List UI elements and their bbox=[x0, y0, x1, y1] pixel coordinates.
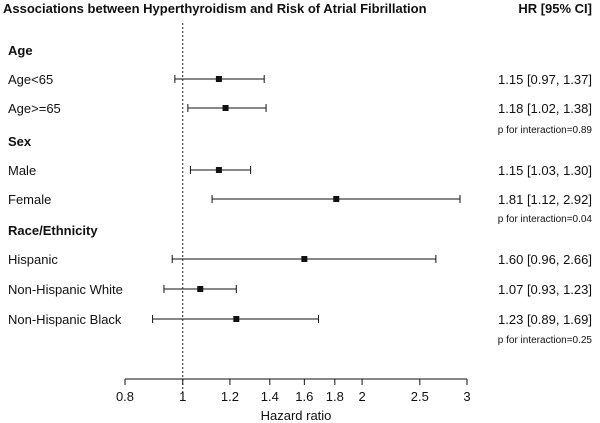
x-tick-label: 2 bbox=[358, 389, 365, 404]
x-tick-label: 1.4 bbox=[261, 389, 279, 404]
group-header: Race/Ethnicity bbox=[8, 223, 98, 238]
hr-ci-text: 1.07 [0.93, 1.23] bbox=[498, 282, 592, 297]
x-axis-label: Hazard ratio bbox=[261, 408, 332, 423]
x-tick-label: 0.8 bbox=[116, 389, 134, 404]
hr-ci-text: 1.60 [0.96, 2.66] bbox=[498, 252, 592, 267]
p-interaction: p for interaction=0.25 bbox=[498, 335, 593, 346]
hr-column-header: HR [95% CI] bbox=[518, 1, 592, 16]
hr-point bbox=[215, 167, 222, 173]
x-tick-label: 1.8 bbox=[326, 389, 344, 404]
hr-ci-text: 1.15 [1.03, 1.30] bbox=[498, 163, 592, 178]
group-header: Sex bbox=[8, 134, 32, 149]
hr-point bbox=[301, 256, 308, 262]
x-tick-label: 1 bbox=[179, 389, 186, 404]
hr-point bbox=[233, 316, 240, 322]
row-label: Non-Hispanic Black bbox=[8, 312, 122, 327]
x-tick-label: 2.5 bbox=[411, 389, 429, 404]
x-tick-label: 1.6 bbox=[295, 389, 313, 404]
hr-ci-text: 1.23 [0.89, 1.69] bbox=[498, 312, 592, 327]
row-label: Male bbox=[8, 163, 36, 178]
hr-ci-text: 1.15 [0.97, 1.37] bbox=[498, 72, 592, 87]
row-label: Non-Hispanic White bbox=[8, 282, 123, 297]
row-label: Female bbox=[8, 192, 51, 207]
row-label: Age<65 bbox=[8, 72, 53, 87]
row-label: Hispanic bbox=[8, 252, 58, 267]
forest-rows: Age Age<65 1.15 [0.97, 1.37] Age>=65 1.18 [1… bbox=[8, 23, 592, 395]
hr-point bbox=[333, 196, 340, 202]
hr-point bbox=[197, 286, 204, 292]
p-interaction: p for interaction=0.04 bbox=[498, 214, 593, 225]
hr-ci-text: 1.18 [1.02, 1.38] bbox=[498, 101, 592, 116]
hr-point bbox=[222, 105, 229, 111]
hr-point bbox=[215, 76, 222, 82]
chart-title: Associations between Hyperthyroidism and… bbox=[3, 1, 427, 16]
row-label: Age>=65 bbox=[8, 101, 61, 116]
x-axis: 0.8 1 1.2 1.4 1.6 1.8 2 2.5 3 bbox=[116, 378, 471, 404]
p-interaction: p for interaction=0.89 bbox=[498, 125, 593, 136]
hr-ci-text: 1.81 [1.12, 2.92] bbox=[498, 192, 592, 207]
group-header: Age bbox=[8, 43, 33, 58]
x-tick-label: 3 bbox=[463, 389, 470, 404]
x-tick-label: 1.2 bbox=[221, 389, 239, 404]
